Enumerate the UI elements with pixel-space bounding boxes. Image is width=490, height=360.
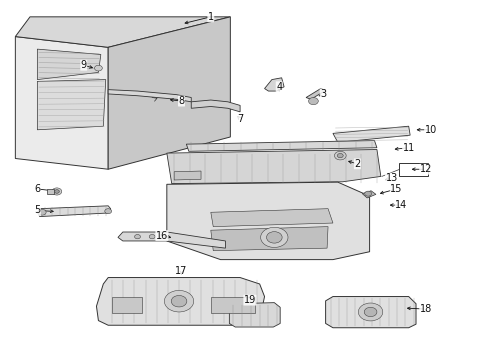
Circle shape	[38, 210, 46, 215]
Text: 11: 11	[403, 143, 415, 153]
Circle shape	[365, 191, 371, 196]
Circle shape	[159, 234, 165, 239]
Text: 7: 7	[237, 114, 243, 124]
Text: 19: 19	[244, 295, 256, 305]
Polygon shape	[108, 90, 191, 102]
Text: 3: 3	[320, 89, 326, 99]
Polygon shape	[15, 17, 230, 47]
Polygon shape	[167, 149, 381, 184]
Polygon shape	[186, 140, 377, 151]
Polygon shape	[211, 209, 333, 226]
Circle shape	[364, 307, 377, 317]
Bar	[399, 163, 428, 176]
Text: 6: 6	[34, 184, 40, 194]
Circle shape	[105, 209, 112, 214]
Polygon shape	[362, 191, 376, 198]
Text: 5: 5	[34, 206, 41, 216]
Text: 2: 2	[354, 159, 361, 169]
Polygon shape	[333, 126, 410, 142]
Polygon shape	[47, 189, 54, 194]
Circle shape	[334, 151, 346, 160]
Polygon shape	[108, 17, 230, 169]
Circle shape	[95, 65, 102, 71]
Circle shape	[267, 231, 282, 243]
Polygon shape	[37, 49, 101, 80]
Circle shape	[149, 234, 155, 239]
Polygon shape	[211, 297, 255, 313]
Circle shape	[309, 98, 318, 105]
Circle shape	[135, 234, 141, 239]
Polygon shape	[112, 297, 143, 313]
Polygon shape	[167, 182, 369, 260]
Polygon shape	[306, 89, 326, 99]
Text: 4: 4	[276, 82, 282, 92]
Polygon shape	[191, 100, 240, 112]
Polygon shape	[118, 232, 225, 248]
Text: 8: 8	[178, 96, 185, 106]
Polygon shape	[211, 226, 328, 251]
Text: 14: 14	[395, 200, 408, 210]
Text: 9: 9	[81, 60, 87, 70]
Circle shape	[54, 190, 59, 193]
Polygon shape	[174, 171, 201, 180]
Circle shape	[261, 227, 288, 247]
Text: 16: 16	[156, 231, 168, 240]
Polygon shape	[37, 80, 106, 130]
Circle shape	[164, 291, 194, 312]
Text: 12: 12	[419, 164, 432, 174]
Polygon shape	[15, 37, 108, 169]
Circle shape	[337, 153, 343, 158]
Polygon shape	[326, 297, 416, 328]
Circle shape	[358, 303, 383, 321]
Text: 17: 17	[175, 266, 188, 276]
Polygon shape	[229, 303, 280, 327]
Text: 10: 10	[424, 125, 437, 135]
Text: 1: 1	[208, 12, 214, 22]
Polygon shape	[37, 206, 111, 217]
Polygon shape	[97, 278, 265, 325]
Polygon shape	[265, 78, 284, 91]
Circle shape	[171, 296, 187, 307]
Text: 15: 15	[390, 184, 403, 194]
Text: 13: 13	[386, 173, 398, 183]
Text: 18: 18	[419, 304, 432, 314]
Circle shape	[52, 188, 62, 195]
